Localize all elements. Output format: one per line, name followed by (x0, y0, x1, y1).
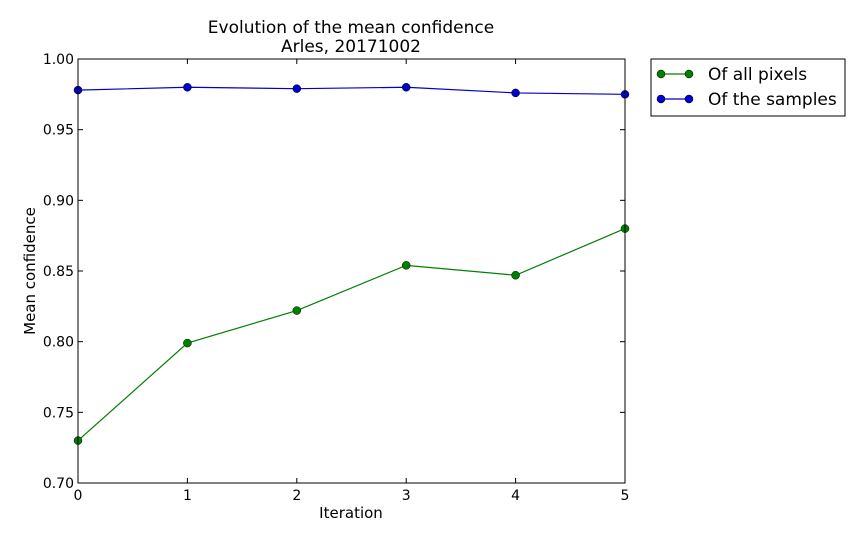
x-axis-label: Iteration (319, 504, 383, 522)
legend-marker-1 (684, 94, 694, 104)
legend-box (650, 58, 846, 117)
chart-title: Evolution of the mean confidence (208, 18, 494, 38)
x-tick-label: 3 (402, 488, 411, 504)
chart-subtitle: Arles, 20171002 (281, 37, 421, 57)
series-line-0 (77, 228, 626, 442)
axis-ticks: 0 1 2 3 4 5 0.70 0.75 0.80 0.85 0.90 0.95 1.00 (43, 52, 630, 504)
data-point-1-1 (183, 83, 192, 92)
y-tick-label: 0.70 (43, 476, 74, 492)
legend-entries: Of all pixels Of the samples (656, 65, 837, 110)
x-tick-label: 2 (292, 488, 301, 504)
data-point-1-3 (401, 83, 411, 92)
plot-area (73, 83, 630, 445)
y-tick-label: 0.90 (43, 193, 74, 209)
data-point-0-1 (183, 338, 192, 348)
legend-marker-1 (656, 94, 666, 104)
data-point-1-4 (511, 88, 520, 98)
y-tick-label: 0.85 (43, 264, 74, 280)
x-tick-label: 1 (183, 488, 192, 504)
legend-label: Of all pixels (708, 65, 807, 85)
legend-marker-0 (656, 69, 666, 79)
y-tick-label: 0.95 (43, 123, 74, 139)
data-point-1-2 (292, 84, 302, 93)
y-tick-label: 0.80 (43, 335, 74, 351)
y-axis-label: Mean confidence (21, 207, 39, 335)
series-line-1 (77, 86, 626, 95)
x-tick-label: 5 (621, 488, 630, 504)
y-tick-label: 0.75 (43, 405, 74, 421)
data-point-0-3 (401, 261, 411, 270)
legend-label: Of the samples (708, 90, 837, 110)
y-tick-label: 1.00 (43, 52, 74, 68)
legend-marker-0 (684, 69, 694, 79)
data-point-0-4 (511, 270, 520, 280)
legend: Of all pixels Of the samples (650, 58, 846, 117)
x-tick-label: 0 (74, 488, 83, 504)
data-point-0-2 (292, 306, 302, 315)
x-tick-label: 4 (511, 488, 520, 504)
